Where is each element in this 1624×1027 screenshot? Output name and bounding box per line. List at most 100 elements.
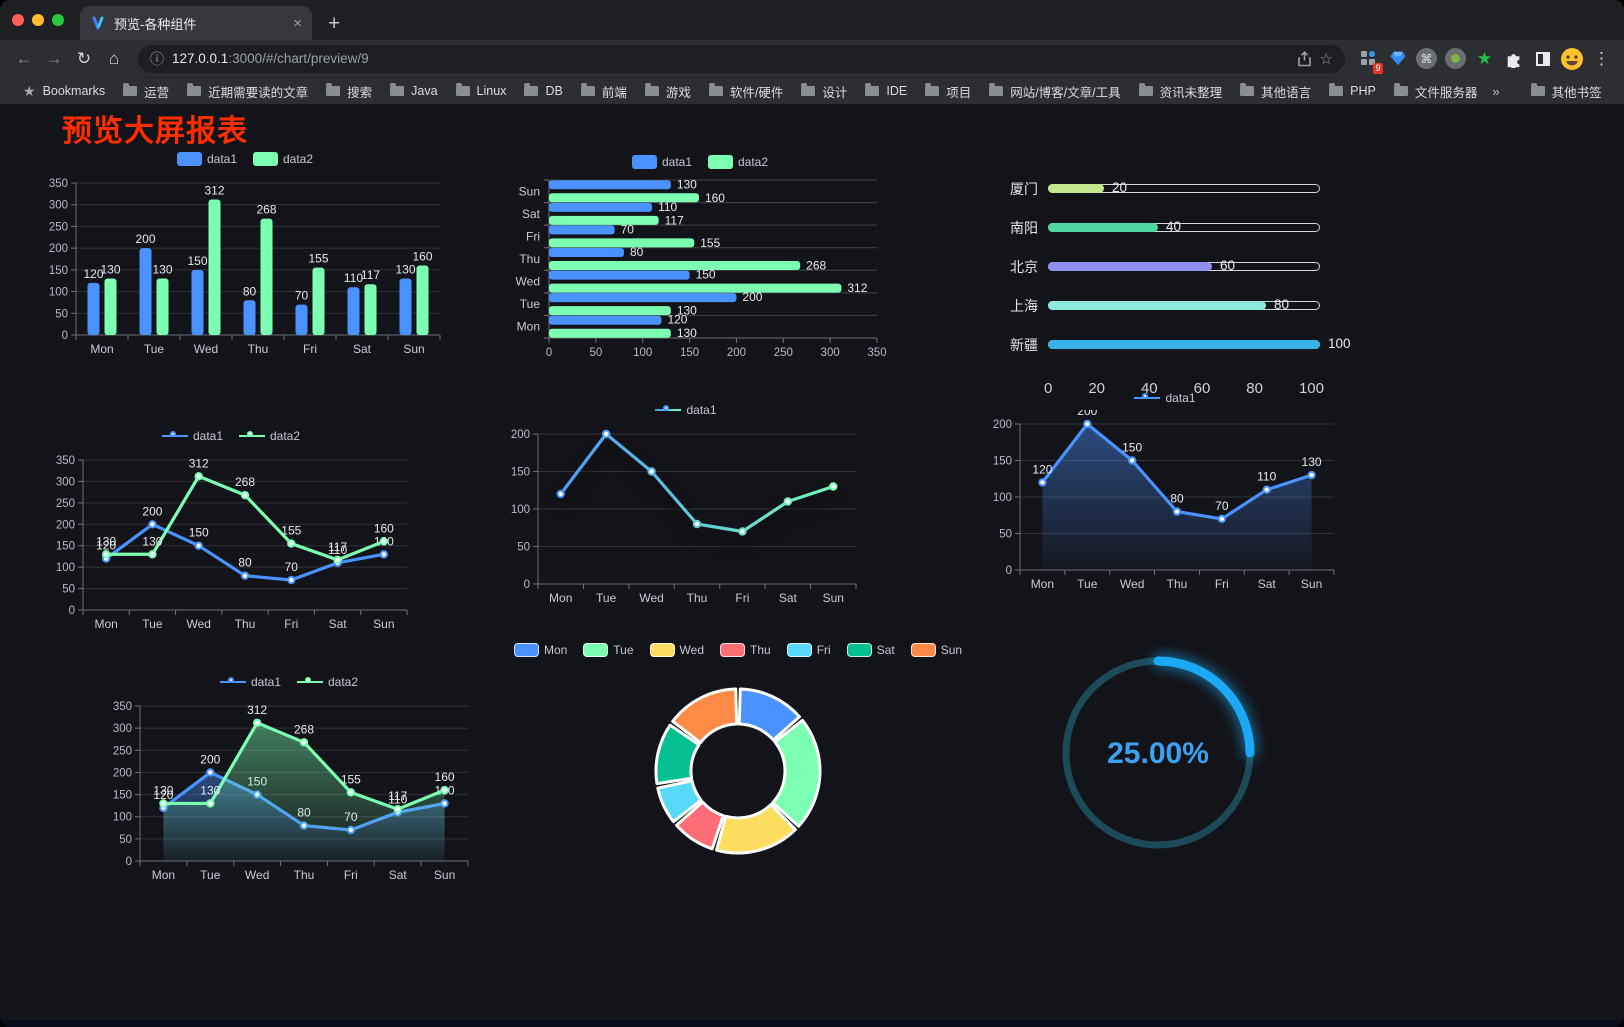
bookmark-folder[interactable]: Java	[381, 80, 446, 102]
donut-slice-Wed[interactable]	[715, 803, 797, 855]
svg-text:Sat: Sat	[329, 617, 348, 631]
legend-label: Thu	[750, 643, 771, 657]
close-window-button[interactable]	[12, 14, 24, 26]
browser-tab[interactable]: 预览-各种组件 ×	[80, 6, 312, 40]
bookmark-folder[interactable]: 文件服务器	[1385, 80, 1487, 102]
legend-item[interactable]: data1	[219, 675, 281, 689]
donut-slice-Thu[interactable]	[674, 800, 725, 851]
donut-chart[interactable]: Mon Tue Wed Thu Fri Sat Sun	[513, 640, 962, 892]
legend-item[interactable]: data2	[297, 675, 358, 689]
svg-text:160: 160	[374, 521, 394, 535]
bookmarks-overflow-chevron[interactable]: »	[1492, 83, 1500, 99]
legend-item[interactable]: data1	[631, 155, 692, 169]
forward-icon[interactable]: →	[45, 48, 63, 68]
bookmarks-label: Bookmarks	[42, 84, 106, 98]
city-progress-chart[interactable]: 厦门 20 南阳 40 北京 60 上海 80 新疆 100 0 20 40 60 80 100	[992, 159, 1364, 397]
bookmark-folder[interactable]: DB	[515, 80, 571, 102]
chart-legend: data1 data2	[631, 152, 768, 172]
legend-item[interactable]: Fri	[786, 643, 831, 657]
legend-item[interactable]: data2	[253, 152, 313, 166]
site-info-icon[interactable]: ⓘ	[150, 50, 164, 67]
bookmark-folder[interactable]: 游戏	[636, 80, 700, 102]
donut-slice-Sat[interactable]	[654, 723, 701, 786]
reload-icon[interactable]: ↻	[76, 48, 92, 68]
multi-line-chart[interactable]: data1 data2 0 50 100 150 200 250 300 350 Mon Tue Wed…	[45, 426, 417, 636]
legend-item[interactable]: data1	[176, 152, 237, 166]
legend-item[interactable]: data1	[1134, 391, 1196, 405]
bookmark-folder[interactable]: 软件/硬件	[700, 80, 792, 102]
url-path: :3000/#/chart/preview/9	[228, 51, 369, 66]
share-icon[interactable]	[1297, 50, 1312, 67]
ring-progress-chart[interactable]: 25.00%	[1048, 646, 1268, 860]
gradient-line-chart[interactable]: data1 0 50 100 150 200 Mon Tue Wed Thu Fri Sat Sun	[502, 400, 870, 612]
bookmark-folder[interactable]: 其他语言	[1231, 80, 1320, 102]
address-bar[interactable]: ⓘ 127.0.0.1:3000/#/chart/preview/9 ☆	[138, 44, 1345, 73]
tab-close-icon[interactable]: ×	[293, 14, 302, 32]
svg-text:268: 268	[294, 722, 314, 736]
command-circle-extension-icon[interactable]: ⌘	[1413, 45, 1440, 72]
donut-slice-Tue[interactable]	[771, 718, 822, 828]
other-bookmarks-folder[interactable]: 其他书签	[1522, 80, 1611, 102]
svg-text:250: 250	[774, 347, 793, 359]
bookmark-folder[interactable]: 网站/博客/文章/工具	[980, 80, 1129, 102]
bookmark-folder[interactable]: 前端	[572, 80, 636, 102]
new-tab-button[interactable]: +	[328, 12, 341, 35]
back-icon[interactable]: ←	[15, 48, 33, 68]
bookmark-folder[interactable]: IDE	[856, 80, 916, 102]
svg-text:Sun: Sun	[373, 617, 394, 631]
area-line-chart[interactable]: data1 0 50 100 150 200 Mon Tue Wed Thu Fri Sat Sun 12…	[984, 388, 1346, 596]
donut-slice-Mon[interactable]	[737, 687, 802, 742]
donut-slice-Fri[interactable]	[656, 779, 703, 824]
svg-text:300: 300	[821, 347, 840, 359]
profile-avatar[interactable]	[1558, 45, 1585, 72]
legend-item[interactable]: data1	[655, 403, 717, 417]
home-icon[interactable]: ⌂	[108, 48, 120, 68]
legend-item[interactable]: Sat	[846, 643, 895, 657]
legend-item[interactable]: Wed	[649, 643, 704, 657]
bookmark-folder-label: PHP	[1350, 84, 1376, 98]
bookmark-folder-label: IDE	[886, 84, 908, 98]
bookmark-folder[interactable]: 项目	[916, 80, 980, 102]
svg-text:268: 268	[806, 259, 826, 273]
legend-item[interactable]: data1	[161, 429, 223, 443]
legend-item[interactable]: Sun	[910, 643, 962, 657]
bookmarks-manager[interactable]: ★ Bookmarks	[14, 80, 114, 102]
svg-text:250: 250	[113, 745, 132, 757]
bookmark-folder[interactable]: 资讯未整理	[1130, 80, 1232, 102]
zoom-window-button[interactable]	[52, 14, 64, 26]
svg-text:Sun: Sun	[519, 184, 540, 198]
bookmark-folder[interactable]: PHP	[1320, 80, 1385, 102]
green-star-extension-icon[interactable]: ★	[1476, 48, 1493, 68]
bookmark-folder[interactable]: Linux	[447, 80, 516, 102]
svg-text:150: 150	[696, 268, 716, 282]
legend-item[interactable]: Mon	[513, 643, 567, 657]
bookmark-folder[interactable]: 近期需要读的文章	[178, 80, 317, 102]
legend-label: data1	[686, 403, 717, 417]
legend-item[interactable]: data2	[239, 429, 300, 443]
legend-item[interactable]: Thu	[720, 643, 771, 657]
browser-menu-icon[interactable]: ⋮	[1593, 48, 1610, 68]
grouped-bar-chart[interactable]: data1 data2 0 50 100 150 200 250 300 350 Mon Tue Wed…	[40, 149, 450, 363]
svg-text:250: 250	[56, 498, 75, 510]
donut-slice-Sun[interactable]	[671, 687, 739, 745]
extensions-puzzle-icon[interactable]	[1500, 45, 1527, 72]
folder-icon	[580, 83, 595, 96]
horizontal-bar-chart[interactable]: data1 data2 0 50 100 150 200 250 300 350 Sun 130 160…	[505, 152, 895, 366]
bookmark-folders: 运营 近期需要读的文章 搜索 Java Linux DB 前端 游戏 软件/硬件 设计 IDE 项目 网…	[114, 80, 1486, 102]
record-circle-extension-icon[interactable]	[1442, 45, 1469, 72]
bookmark-folder[interactable]: 搜索	[317, 80, 381, 102]
proxy-grid-extension-icon[interactable]: 9	[1355, 45, 1383, 74]
svg-text:155: 155	[308, 252, 328, 266]
svg-text:Wed: Wed	[516, 275, 540, 289]
legend-item[interactable]: Tue	[583, 643, 634, 657]
bookmark-folder[interactable]: 设计	[792, 80, 856, 102]
gem-extension-icon[interactable]	[1384, 45, 1411, 72]
svg-text:110: 110	[328, 543, 347, 557]
bookmark-folder[interactable]: 运营	[114, 80, 178, 102]
minimize-window-button[interactable]	[32, 14, 44, 26]
contrast-square-extension-icon[interactable]	[1529, 45, 1556, 72]
legend-item[interactable]: data2	[708, 155, 768, 169]
bookmark-star-icon[interactable]: ☆	[1319, 50, 1333, 68]
svg-text:200: 200	[993, 419, 1012, 431]
multi-area-chart[interactable]: data1 data2 0 50 100 150 200 250 300 350 Mon Tue Wed…	[100, 672, 478, 887]
